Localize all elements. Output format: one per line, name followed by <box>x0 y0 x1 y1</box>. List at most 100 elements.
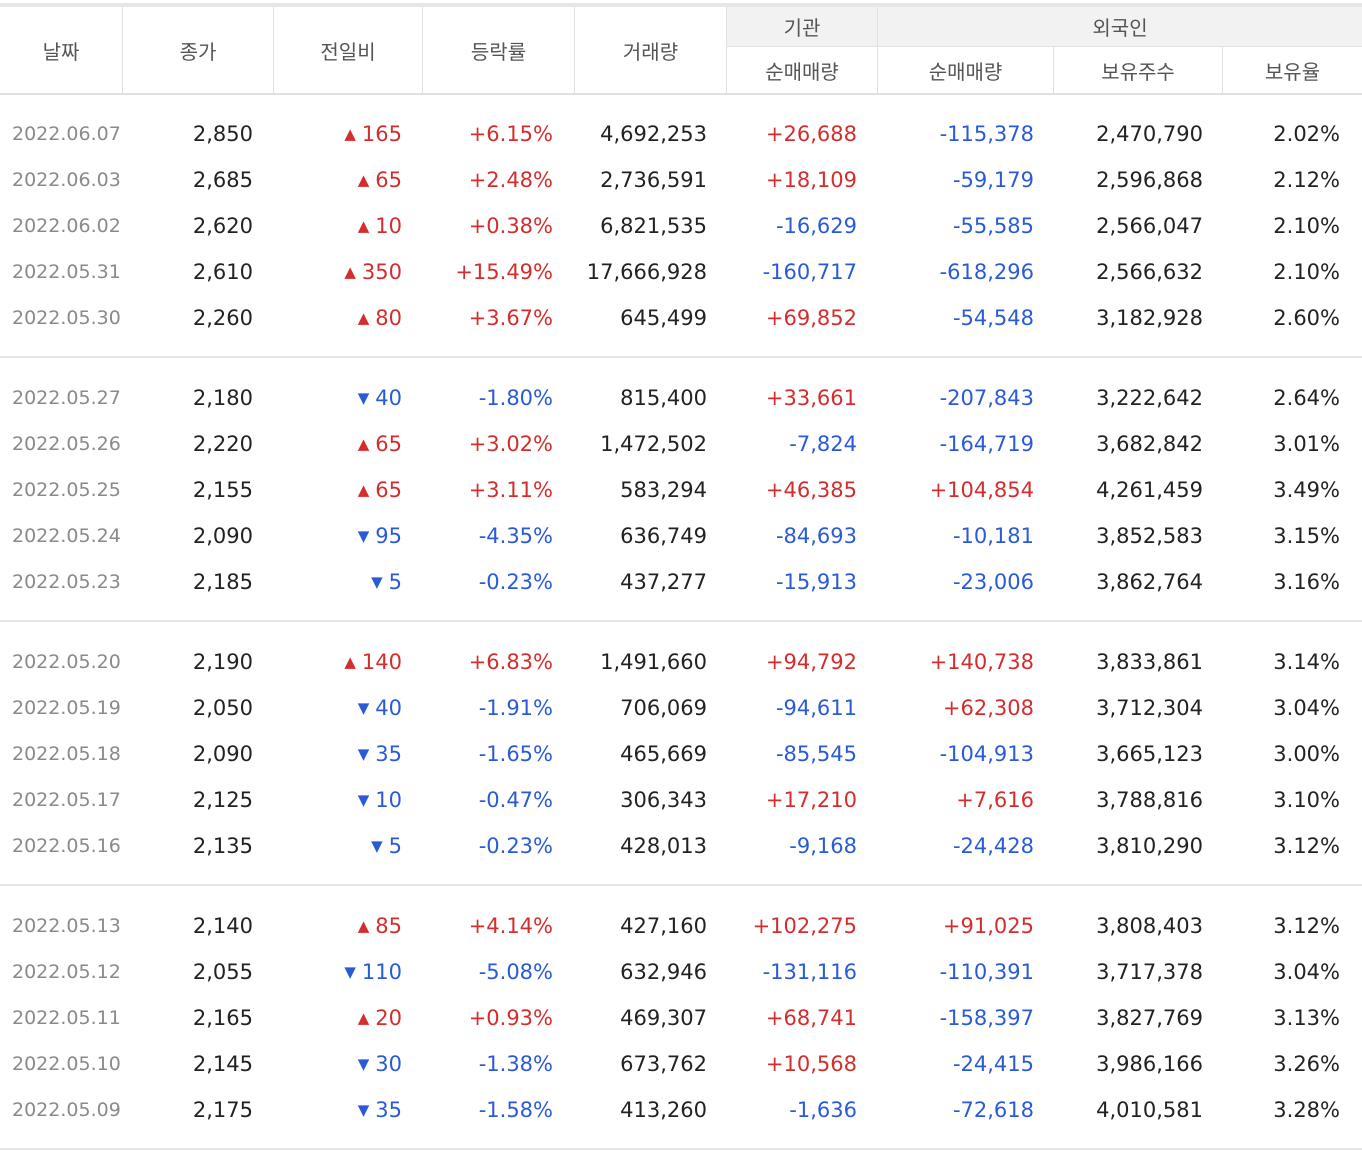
foreign-net-cell: -158,397 <box>939 1006 1034 1030</box>
table-row: 2022.05.09 2,175 ▼ 35 -1.58% 413,260 -1,636 -72… <box>0 1087 1362 1133</box>
rate-cell: -1.65% <box>478 742 553 766</box>
down-triangle-icon: ▼ <box>357 1101 370 1119</box>
foreign-net-cell: -72,618 <box>952 1098 1034 1122</box>
foreign-ratio-cell: 3.13% <box>1273 1006 1340 1030</box>
inst-net-cell: +18,109 <box>765 168 857 192</box>
foreign-shares-cell: 3,810,290 <box>1096 834 1203 858</box>
foreign-ratio-cell: 3.10% <box>1273 788 1340 812</box>
volume-cell: 428,013 <box>620 834 707 858</box>
down-triangle-icon: ▼ <box>357 745 370 763</box>
foreign-net-cell: +104,854 <box>929 478 1034 502</box>
change-value: 95 <box>375 524 402 548</box>
date-cell: 2022.05.18 <box>12 743 121 765</box>
inst-net-cell: -84,693 <box>775 524 857 548</box>
col-divider <box>1053 47 1054 93</box>
foreign-ratio-cell: 2.12% <box>1273 168 1340 192</box>
inst-net-cell: +102,275 <box>752 914 857 938</box>
rate-cell: +15.49% <box>455 260 553 284</box>
volume-cell: 306,343 <box>620 788 707 812</box>
down-triangle-icon: ▼ <box>357 1055 370 1073</box>
close-cell: 2,220 <box>192 432 253 456</box>
header-foreign-shares: 보유주수 <box>1101 59 1175 84</box>
close-cell: 2,135 <box>192 834 253 858</box>
foreign-ratio-cell: 3.16% <box>1273 570 1340 594</box>
foreign-shares-cell: 3,862,764 <box>1096 570 1203 594</box>
foreign-shares-cell: 2,470,790 <box>1096 122 1203 146</box>
down-triangle-icon: ▼ <box>357 527 370 545</box>
inst-net-cell: -131,116 <box>762 960 857 984</box>
foreign-ratio-cell: 3.12% <box>1273 834 1340 858</box>
foreign-shares-cell: 2,566,632 <box>1096 260 1203 284</box>
volume-cell: 706,069 <box>620 696 707 720</box>
foreign-net-cell: -24,428 <box>952 834 1034 858</box>
up-triangle-icon: ▲ <box>357 309 370 327</box>
foreign-ratio-cell: 3.01% <box>1273 432 1340 456</box>
foreign-net-cell: -55,585 <box>952 214 1034 238</box>
rate-cell: +0.38% <box>468 214 553 238</box>
close-cell: 2,050 <box>192 696 253 720</box>
close-cell: 2,155 <box>192 478 253 502</box>
rate-cell: -0.47% <box>478 788 553 812</box>
table-row: 2022.05.16 2,135 ▼ 5 -0.23% 428,013 -9,168 -24,… <box>0 823 1362 869</box>
up-triangle-icon: ▲ <box>357 1009 370 1027</box>
foreign-net-cell: -59,179 <box>952 168 1034 192</box>
volume-cell: 632,946 <box>620 960 707 984</box>
volume-cell: 6,821,535 <box>600 214 707 238</box>
inst-net-cell: -16,629 <box>775 214 857 238</box>
date-cell: 2022.05.27 <box>12 387 121 409</box>
table-row: 2022.05.31 2,610 ▲ 350 +15.49% 17,666,928 -160… <box>0 249 1362 295</box>
foreign-ratio-cell: 2.10% <box>1273 214 1340 238</box>
up-triangle-icon: ▲ <box>344 653 356 671</box>
table-row: 2022.05.11 2,165 ▲ 20 +0.93% 469,307 +68,741 -1… <box>0 995 1362 1041</box>
close-cell: 2,260 <box>192 306 253 330</box>
rate-cell: +6.83% <box>468 650 553 674</box>
change-value: 35 <box>375 742 402 766</box>
foreign-net-cell: -104,913 <box>939 742 1034 766</box>
date-cell: 2022.05.20 <box>12 651 121 673</box>
change-value: 30 <box>375 1052 402 1076</box>
close-cell: 2,125 <box>192 788 253 812</box>
change-cell: ▲ 350 <box>344 249 402 295</box>
table-row: 2022.05.25 2,155 ▲ 65 +3.11% 583,294 +46,385 +1… <box>0 467 1362 513</box>
table-row: 2022.05.10 2,145 ▼ 30 -1.38% 673,762 +10,568 -2… <box>0 1041 1362 1087</box>
change-value: 10 <box>375 788 402 812</box>
foreign-net-cell: +140,738 <box>929 650 1034 674</box>
up-triangle-icon: ▲ <box>357 217 370 235</box>
table-row: 2022.05.23 2,185 ▼ 5 -0.23% 437,277 -15,913 -23… <box>0 559 1362 605</box>
foreign-ratio-cell: 3.14% <box>1273 650 1340 674</box>
foreign-shares-cell: 3,182,928 <box>1096 306 1203 330</box>
foreign-net-cell: -110,391 <box>939 960 1034 984</box>
up-triangle-icon: ▲ <box>344 263 356 281</box>
close-cell: 2,190 <box>192 650 253 674</box>
table-row: 2022.05.26 2,220 ▲ 65 +3.02% 1,472,502 -7,824 -… <box>0 421 1362 467</box>
table-row: 2022.05.12 2,055 ▼ 110 -5.08% 632,946 -131,116… <box>0 949 1362 995</box>
change-cell: ▼ 110 <box>344 949 402 995</box>
down-triangle-icon: ▼ <box>371 573 383 591</box>
foreign-shares-cell: 3,717,378 <box>1096 960 1203 984</box>
change-value: 85 <box>375 914 402 938</box>
up-triangle-icon: ▲ <box>357 481 370 499</box>
header-sub-divider <box>727 46 1362 47</box>
foreign-shares-cell: 3,712,304 <box>1096 696 1203 720</box>
col-divider <box>1222 47 1223 93</box>
table-row: 2022.06.02 2,620 ▲ 10 +0.38% 6,821,535 -16,629… <box>0 203 1362 249</box>
change-value: 40 <box>375 386 402 410</box>
table-row: 2022.05.24 2,090 ▼ 95 -4.35% 636,749 -84,693 -1… <box>0 513 1362 559</box>
header-date: 날짜 <box>42 39 80 64</box>
date-cell: 2022.05.13 <box>12 915 121 937</box>
header-inst-net: 순매매량 <box>765 59 839 84</box>
change-cell: ▼ 5 <box>371 559 402 605</box>
header-foreign-net: 순매매량 <box>928 59 1003 84</box>
inst-net-cell: -94,611 <box>775 696 857 720</box>
inst-net-cell: -7,824 <box>789 432 857 456</box>
group-divider <box>0 884 1362 886</box>
table-row: 2022.05.13 2,140 ▲ 85 +4.14% 427,160 +102,275 +… <box>0 903 1362 949</box>
date-cell: 2022.05.09 <box>12 1099 121 1121</box>
rate-cell: -1.80% <box>478 386 553 410</box>
down-triangle-icon: ▼ <box>357 699 370 717</box>
foreign-ratio-cell: 3.04% <box>1273 960 1340 984</box>
volume-cell: 1,491,660 <box>600 650 707 674</box>
change-value: 40 <box>375 696 402 720</box>
inst-net-cell: +10,568 <box>765 1052 857 1076</box>
change-cell: ▲ 10 <box>358 203 402 249</box>
